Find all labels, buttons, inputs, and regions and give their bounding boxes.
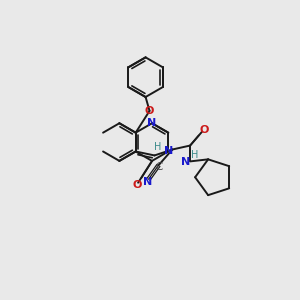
Text: N: N: [181, 158, 190, 167]
Text: H: H: [154, 142, 161, 152]
Text: C: C: [156, 162, 163, 172]
Text: N: N: [147, 118, 157, 128]
Text: O: O: [145, 106, 154, 116]
Text: O: O: [200, 125, 209, 135]
Text: O: O: [132, 180, 142, 190]
Text: N: N: [164, 146, 173, 157]
Text: H: H: [191, 150, 199, 161]
Text: N: N: [143, 177, 152, 187]
